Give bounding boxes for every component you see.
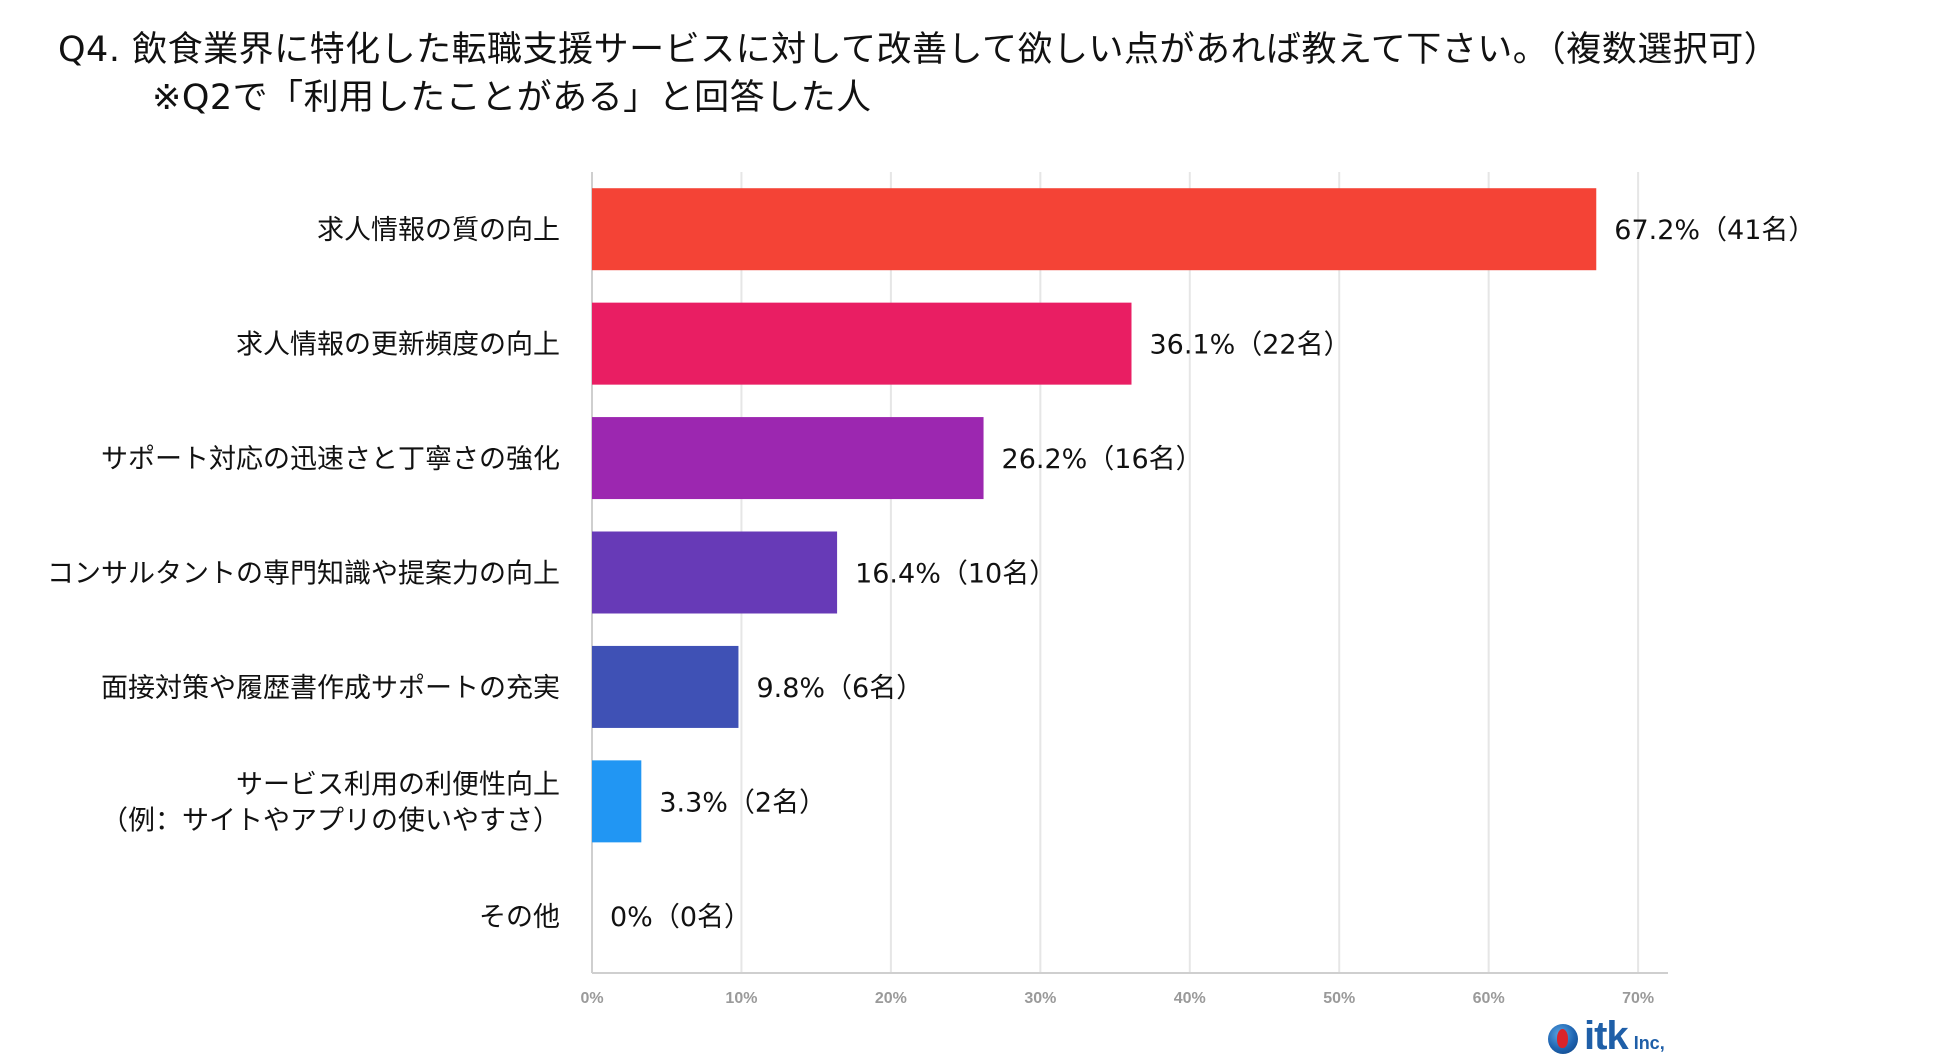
category-label: その他 [479, 902, 560, 933]
x-tick-label: 60% [1473, 990, 1505, 1007]
category-label: 求人情報の質の向上 [317, 215, 560, 246]
chart-title: Q4. 飲食業界に特化した転職支援サービスに対して改善して欲しい点があれば教えて… [58, 26, 1938, 122]
logo-suffix: Inc, [1633, 1033, 1665, 1053]
bar [592, 417, 984, 500]
x-tick-label: 20% [875, 990, 907, 1007]
x-tick-label: 70% [1622, 990, 1654, 1007]
x-tick-label: 10% [725, 990, 757, 1007]
value-label: 0%（0名） [610, 902, 751, 933]
value-label: 3.3%（2名） [659, 787, 826, 818]
x-tick-label: 50% [1323, 990, 1355, 1007]
category-label: コンサルタントの専門知識や提案力の向上 [47, 559, 560, 590]
bar [592, 645, 739, 728]
category-label: （例：サイトやアプリの使いやすさ） [101, 805, 560, 836]
company-logo: itk Inc, [1548, 1012, 1665, 1056]
bar [592, 302, 1132, 385]
bar [592, 531, 838, 614]
question-title: Q4. 飲食業界に特化した転職支援サービスに対して改善して欲しい点があれば教えて… [58, 30, 1780, 70]
value-label: 67.2%（41名） [1614, 215, 1815, 246]
x-tick-label: 30% [1024, 990, 1056, 1007]
value-label: 9.8%（6名） [756, 673, 923, 704]
category-label: サービス利用の利便性向上 [236, 769, 560, 800]
category-label: 面接対策や履歴書作成サポートの充実 [101, 673, 560, 704]
value-label: 26.2%（16名） [1002, 444, 1203, 475]
x-tick-label: 40% [1174, 990, 1206, 1007]
value-label: 16.4%（10名） [855, 559, 1056, 590]
bar [592, 760, 642, 843]
bar [592, 188, 1597, 271]
x-tick-label: 0% [580, 990, 603, 1007]
value-label: 36.1%（22名） [1149, 330, 1350, 361]
category-label: サポート対応の迅速さと丁寧さの強化 [101, 444, 560, 475]
respondent-note: ※Q2で「利用したことがある」と回答した人 [152, 78, 872, 118]
category-label: 求人情報の更新頻度の向上 [236, 330, 560, 361]
logo-text: itk [1584, 1014, 1629, 1058]
globe-icon [1548, 1024, 1578, 1054]
